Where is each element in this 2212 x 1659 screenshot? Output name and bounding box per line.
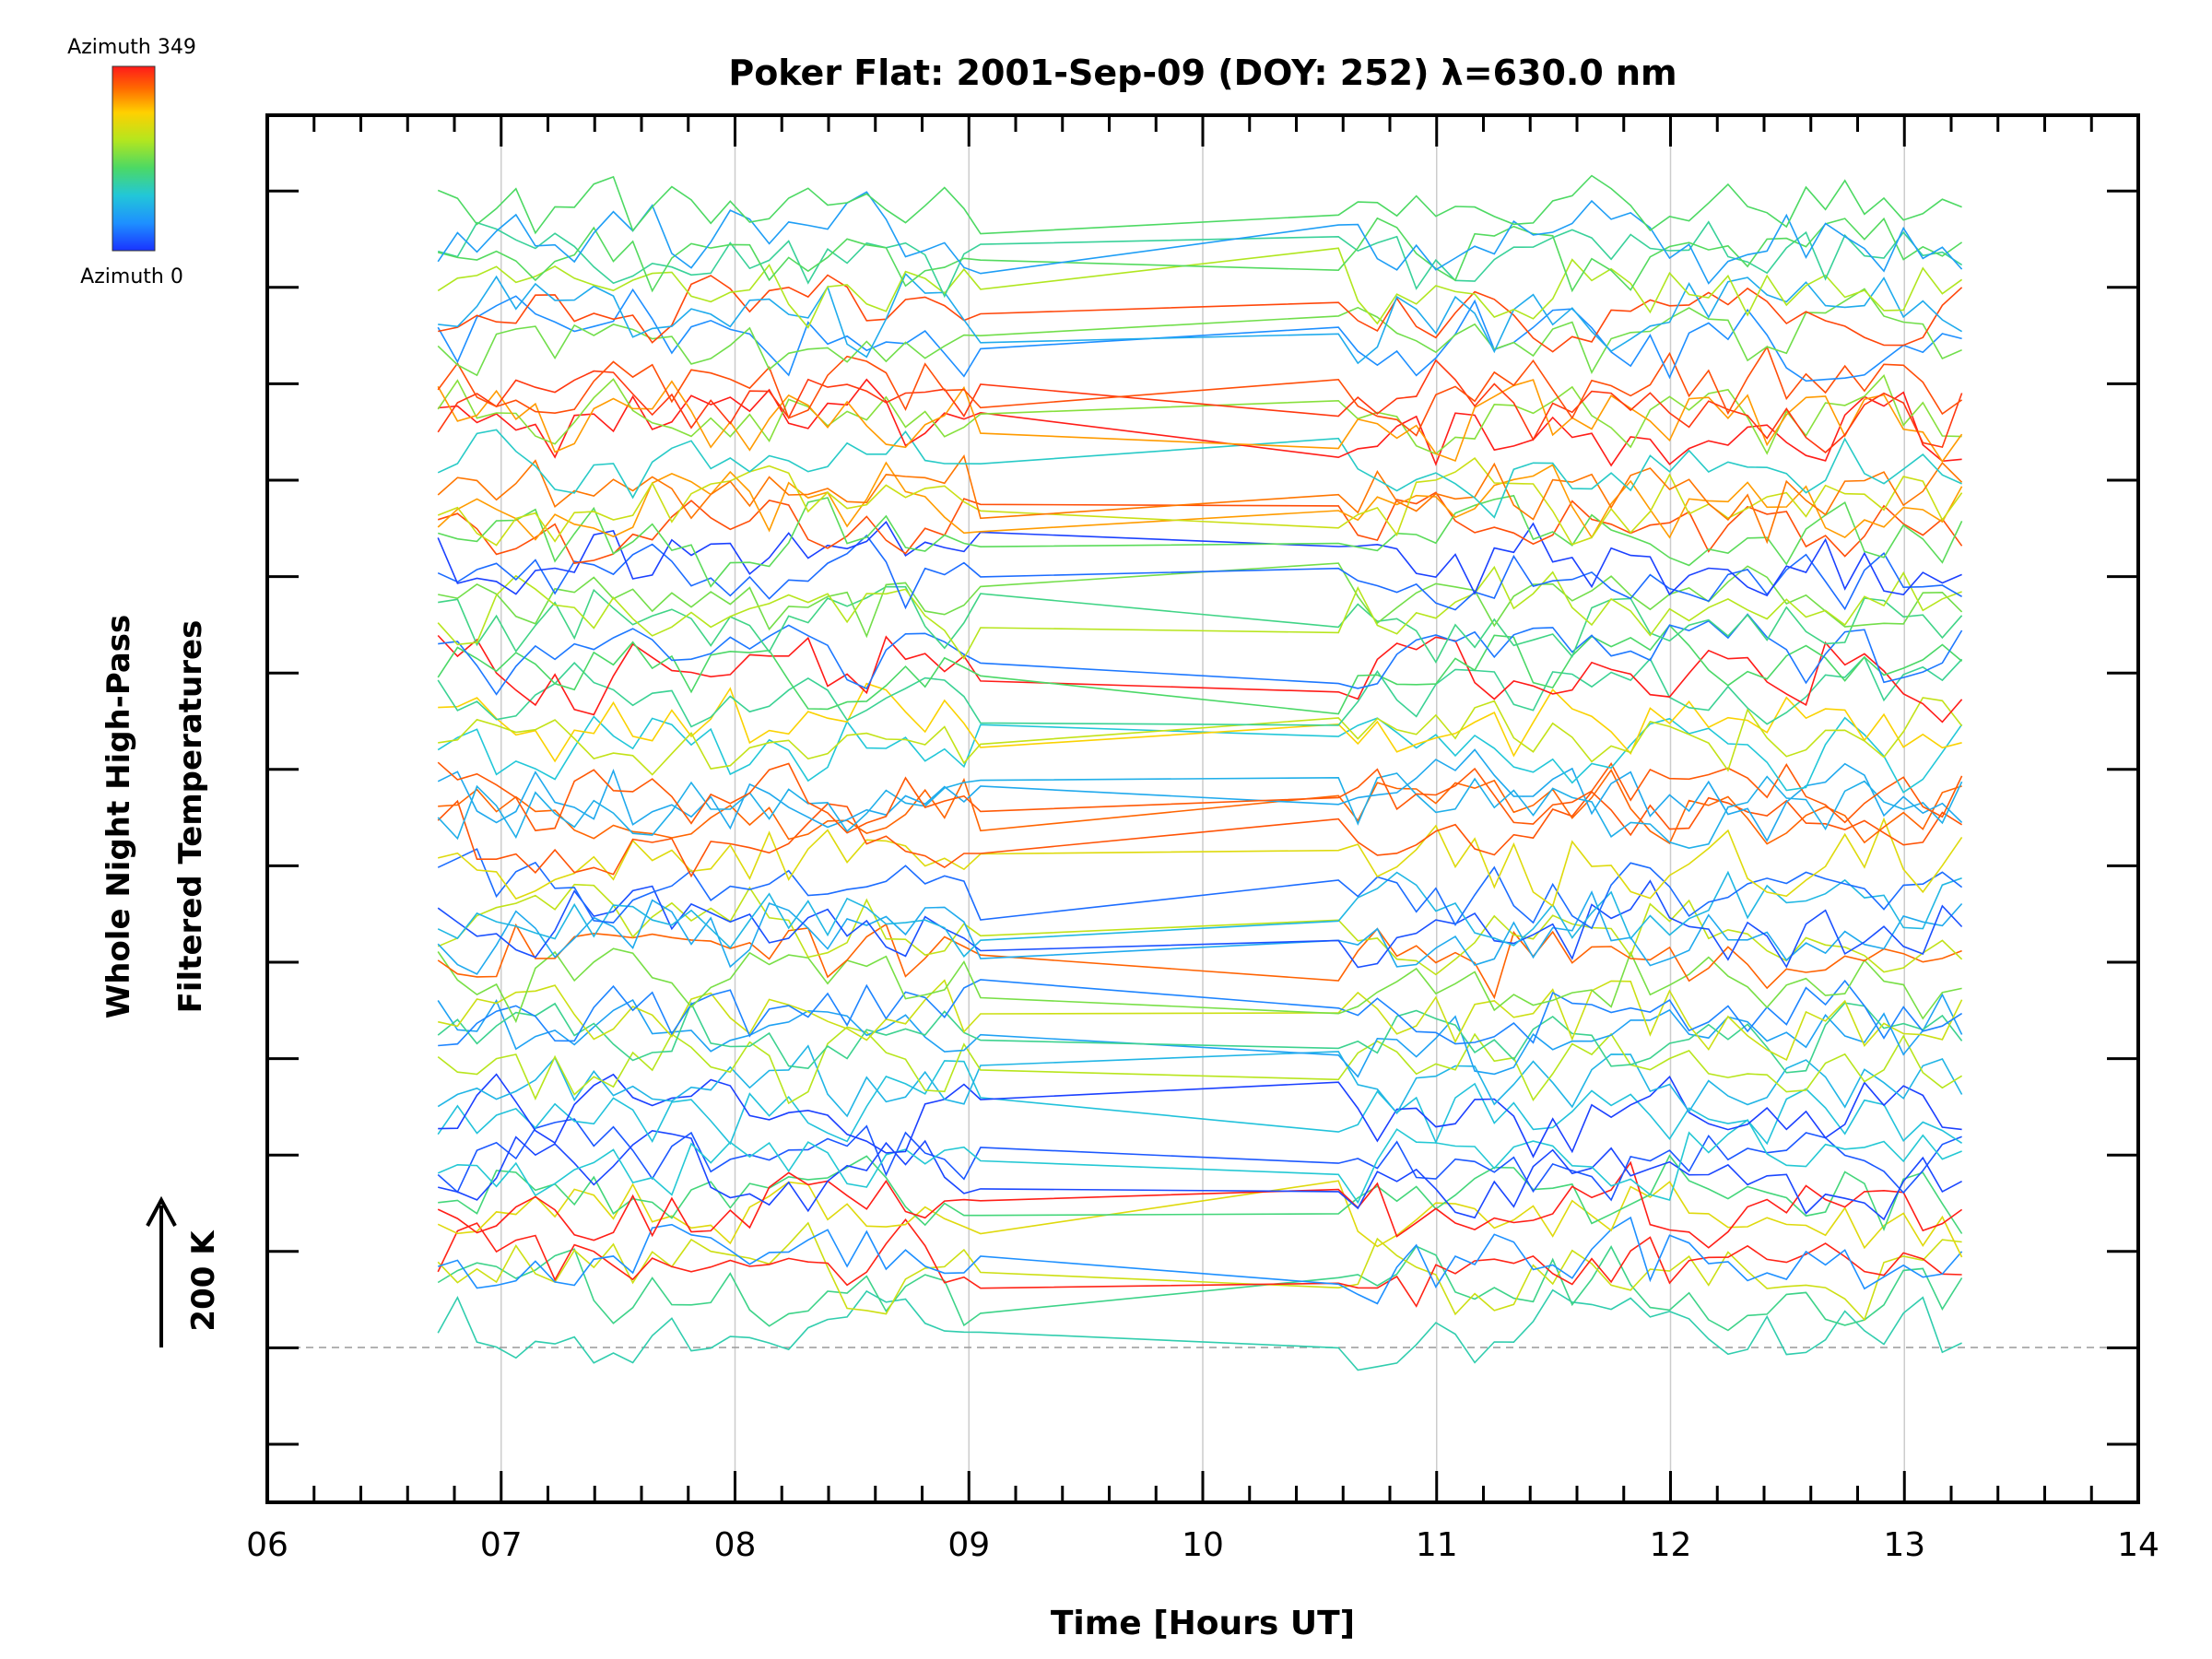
axis-ticks [265,115,2140,1502]
series-line [438,697,1963,776]
series-line [437,494,1963,588]
series-line [437,491,1963,564]
series-line [437,379,1963,464]
series-line [437,247,1963,329]
series-line [437,1160,1963,1249]
series-line [437,457,1963,547]
series-line [437,848,1963,930]
x-tick-label: 12 [1650,1526,1692,1564]
x-tick-label: 13 [1883,1526,1925,1564]
x-tick-label: 14 [2117,1526,2159,1564]
series-line [437,1221,1962,1322]
x-tick-label: 10 [1182,1526,1224,1564]
series-line [437,191,1963,285]
series-line [437,220,1963,299]
chart-title: Poker Flat: 2001-Sep-09 (DOY: 252) λ=630… [728,53,1677,93]
series-line [437,870,1962,958]
series-line [437,790,1963,878]
colorbar-bottom-label: Azimuth 0 [80,265,183,288]
series-line [437,879,1963,969]
series-line [437,374,1962,455]
series-line [437,174,1962,235]
series-line [438,1073,1962,1159]
series-line [437,429,1962,519]
series-line [437,534,1963,611]
series-line [437,1044,1963,1118]
series-line [437,1245,1963,1332]
series-line [437,947,1962,1024]
series-line [437,359,1963,453]
series-line [437,634,1963,724]
series-line [438,562,1963,639]
y-axis-label-line2: Filtered Temperatures [172,620,209,1014]
series-line [437,520,1962,597]
series-line [437,1119,1962,1205]
series-line [438,613,1963,696]
scale-bar: 200 K [146,1195,222,1347]
series-line [437,217,1963,293]
x-axis-label: Time [Hours UT] [1051,1605,1355,1642]
y-axis-label: Whole Night High-Pass Filtered Temperatu… [100,615,209,1019]
series-line [437,1180,1963,1258]
colorbar-gradient [112,65,156,252]
series-line [437,889,1963,975]
series-line [437,453,1963,545]
colorbar: Azimuth 349 Azimuth 0 [67,36,196,288]
colorbar-top-label: Azimuth 349 [67,36,196,59]
scale-bar-arrow-head [146,1195,177,1227]
x-tick-label: 07 [480,1526,523,1564]
series-line [437,883,1963,976]
series-line [437,624,1963,715]
series-line [437,761,1963,834]
series-line [438,817,1963,908]
series-line [438,274,1963,353]
series-line [438,1129,1962,1221]
series-line [437,715,1963,794]
series-line [437,748,1963,842]
series-line [437,1216,1963,1305]
series-line [438,1154,1963,1234]
series-line [437,461,1963,541]
series-line [437,288,1962,382]
x-tick-labels: 06 07 08 09 10 11 12 13 14 [246,1526,2159,1564]
series-line [437,993,1963,1078]
series-line [438,979,1963,1047]
x-tick-label: 11 [1416,1526,1458,1564]
x-tick-label: 09 [947,1526,990,1564]
series-line [437,923,1962,1000]
series-line [437,288,1962,377]
series-line [437,772,1963,850]
series-line [437,1001,1963,1074]
series-line [438,378,1962,467]
y-axis-label-line1: Whole Night High-Pass [100,615,137,1019]
x-tick-label: 06 [246,1526,288,1564]
series-line [437,565,1962,660]
scale-bar-label: 200 K [185,1230,222,1332]
series-group [437,174,1963,1371]
series-line [437,1060,1963,1146]
x-tick-label: 08 [714,1526,757,1564]
series-line [437,1218,1962,1308]
series-line [437,1118,1962,1202]
series-line [437,345,1963,437]
series-line [438,585,1963,665]
series-line [437,1026,1963,1105]
series-line [437,1288,1962,1371]
series-line [438,682,1962,763]
series-line [438,272,1963,365]
